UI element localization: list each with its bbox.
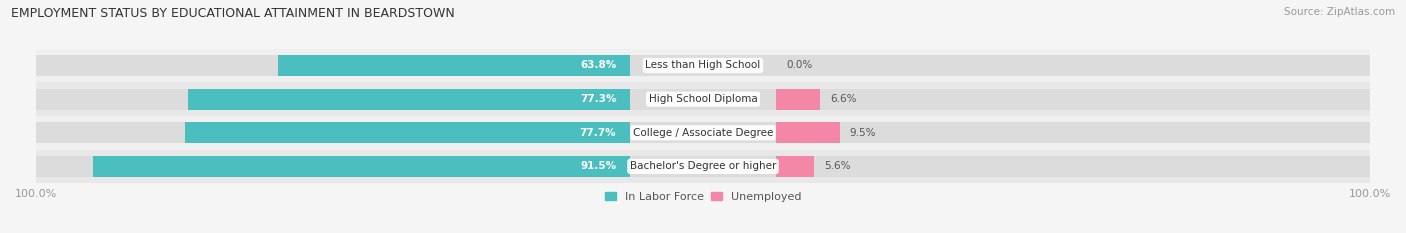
Bar	[37, 122, 703, 143]
Text: 91.5%: 91.5%	[581, 161, 616, 171]
Bar	[37, 156, 703, 177]
Bar	[776, 156, 814, 177]
Text: 5.6%: 5.6%	[824, 161, 851, 171]
Text: EMPLOYMENT STATUS BY EDUCATIONAL ATTAINMENT IN BEARDSTOWN: EMPLOYMENT STATUS BY EDUCATIONAL ATTAINM…	[11, 7, 456, 20]
Text: 9.5%: 9.5%	[849, 128, 876, 138]
Bar	[277, 55, 630, 76]
Text: 6.6%: 6.6%	[831, 94, 856, 104]
Bar	[776, 122, 839, 143]
Text: 77.3%: 77.3%	[579, 94, 616, 104]
Bar	[703, 55, 1369, 76]
Bar	[703, 156, 1369, 177]
Bar	[776, 89, 820, 110]
Bar	[37, 55, 703, 76]
Text: 0.0%: 0.0%	[786, 61, 813, 70]
Text: 77.7%: 77.7%	[579, 128, 616, 138]
Bar	[37, 150, 1369, 183]
Bar	[703, 122, 1369, 143]
Bar	[37, 89, 703, 110]
Text: Bachelor's Degree or higher: Bachelor's Degree or higher	[630, 161, 776, 171]
Bar	[187, 89, 630, 110]
Bar	[703, 89, 1369, 110]
Bar	[93, 156, 630, 177]
Bar	[37, 49, 1369, 82]
Text: Source: ZipAtlas.com: Source: ZipAtlas.com	[1284, 7, 1395, 17]
Text: High School Diploma: High School Diploma	[648, 94, 758, 104]
Bar	[37, 116, 1369, 150]
Bar	[37, 82, 1369, 116]
Legend: In Labor Force, Unemployed: In Labor Force, Unemployed	[600, 188, 806, 206]
Text: College / Associate Degree: College / Associate Degree	[633, 128, 773, 138]
Text: 63.8%: 63.8%	[581, 61, 616, 70]
Text: Less than High School: Less than High School	[645, 61, 761, 70]
Bar	[184, 122, 630, 143]
